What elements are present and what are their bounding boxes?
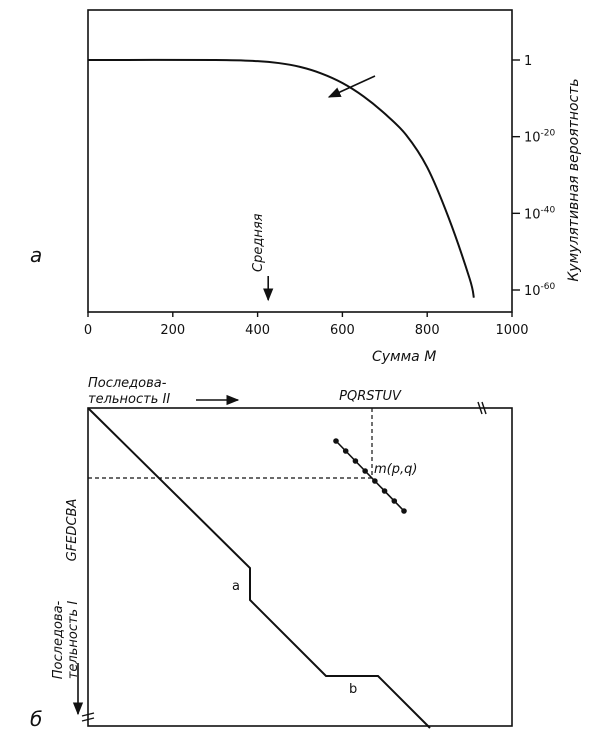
y-tick-base: 1 <box>524 54 532 69</box>
y-tick-label: 10-40 <box>524 205 556 222</box>
diagonal-point <box>401 508 407 514</box>
top-sequence-letters: PQRSTUV <box>339 389 402 404</box>
y-tick-exponent: -40 <box>541 205 556 215</box>
x-tick-label: 1000 <box>495 323 528 338</box>
alignment-path <box>87 407 431 729</box>
diagonal-point <box>391 498 398 504</box>
diagonal-point <box>381 488 388 494</box>
sequence-2-label-line2: тельность II <box>88 392 170 407</box>
segment-label-b: b <box>349 682 357 697</box>
y-tick-base: 10 <box>524 207 541 222</box>
plot-frame <box>87 9 513 313</box>
diagonal-point <box>352 458 359 464</box>
diagonal-point <box>333 438 339 444</box>
break-mark-left-1 <box>81 712 95 717</box>
segment-label-a: a <box>232 579 240 594</box>
curve-pointer-arrow <box>327 75 376 98</box>
diagonal-points <box>333 438 407 514</box>
y-tick-label: 1 <box>524 54 532 69</box>
y-tick-base: 10 <box>524 284 541 299</box>
diagonal-point <box>342 448 349 454</box>
panel-a-label: а <box>30 243 42 267</box>
sequence-1-label-line1: Последова- <box>51 600 66 679</box>
matrix-frame <box>87 407 513 727</box>
x-tick-label: 0 <box>84 323 92 338</box>
sequence-2-label-line1: Последова- <box>88 376 167 391</box>
y-axis-label: Кумулятивная вероятность <box>566 78 582 281</box>
mean-label: Средняя <box>251 213 266 272</box>
y-tick-label: 10-20 <box>524 129 556 146</box>
x-tick-label: 800 <box>415 323 440 338</box>
y-tick-exponent: -20 <box>541 129 556 139</box>
diagonal-point <box>362 468 368 474</box>
x-axis: 0 200 400 600 800 1000 <box>84 312 529 338</box>
x-tick-label: 600 <box>330 323 355 338</box>
x-tick-label: 400 <box>245 323 270 338</box>
break-mark-top-2 <box>481 401 487 415</box>
y-tick-base: 10 <box>524 131 541 146</box>
diagonal-point <box>372 478 378 484</box>
x-axis-label: Сумма M <box>372 349 436 365</box>
sequence-1-label-line2: тельность I <box>66 601 81 680</box>
break-mark-top-1 <box>477 401 483 415</box>
point-label: m(p,q) <box>374 462 417 477</box>
panel-b-sequence-comparison: Последова- тельность II PQRSTUV GFEDCBA … <box>30 376 513 731</box>
y-tick-exponent: -60 <box>541 282 556 292</box>
cumulative-probability-curve <box>87 58 475 298</box>
y-tick-label: 10-60 <box>524 282 556 299</box>
break-mark-left-2 <box>81 717 95 722</box>
panel-b-label: б <box>30 707 42 731</box>
left-sequence-letters: GFEDCBA <box>65 499 80 562</box>
x-tick-label: 200 <box>160 323 185 338</box>
